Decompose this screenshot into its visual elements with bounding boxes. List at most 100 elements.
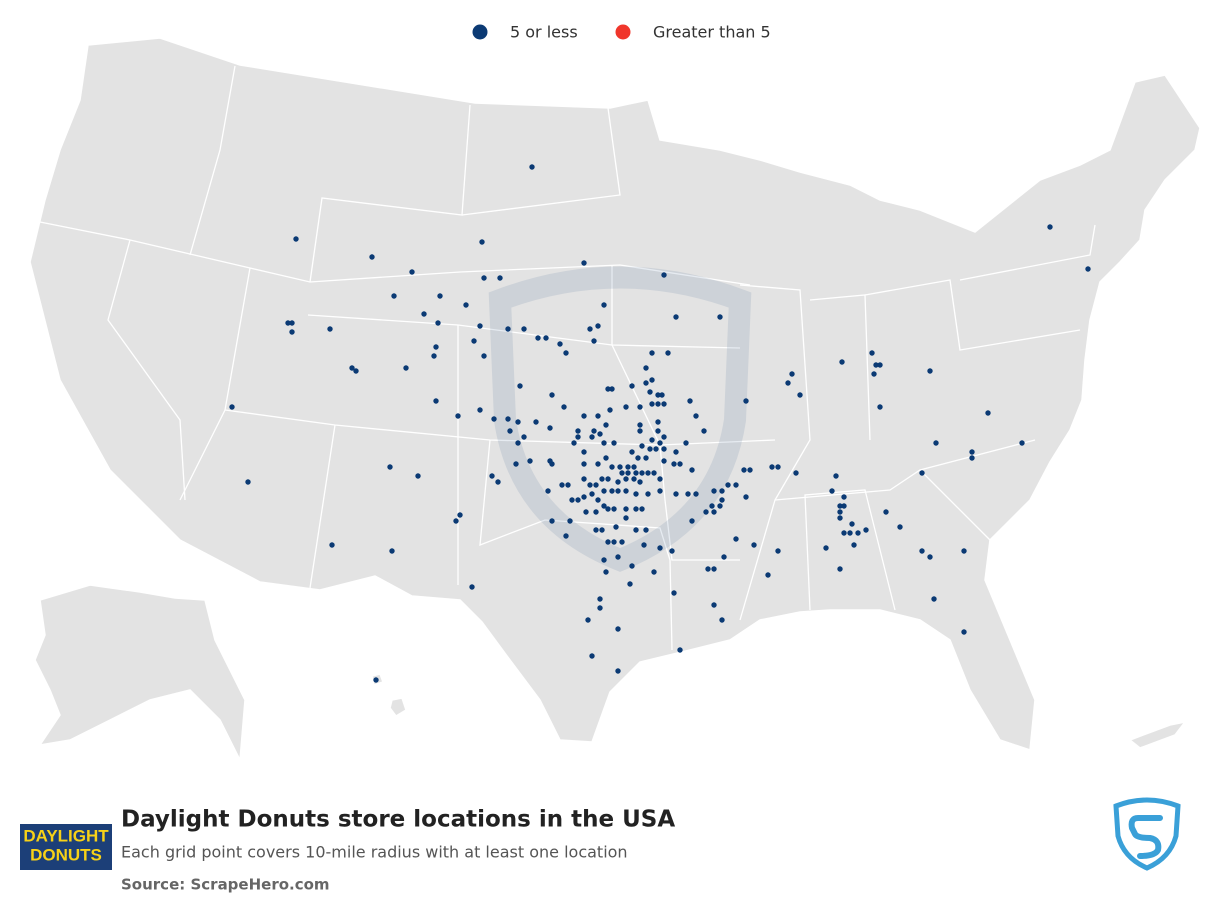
- location-dot: [611, 506, 617, 512]
- location-dot: [627, 581, 633, 587]
- location-dot: [841, 530, 847, 536]
- border: [959, 224, 1096, 281]
- location-dot: [469, 584, 475, 590]
- location-dot: [575, 428, 581, 434]
- location-dot: [927, 554, 933, 560]
- location-dot: [495, 479, 501, 485]
- location-dot: [595, 461, 601, 467]
- location-dot: [497, 275, 503, 281]
- location-dot: [701, 428, 707, 434]
- location-dot: [603, 569, 609, 575]
- contiguous-us: [29, 37, 1201, 752]
- logo-line1: DAYLIGHT: [23, 826, 109, 845]
- location-dot: [327, 326, 333, 332]
- legend-swatch: [472, 24, 488, 40]
- location-dot: [587, 326, 593, 332]
- location-dot: [479, 239, 485, 245]
- location-dot: [837, 503, 843, 509]
- location-dot: [563, 533, 569, 539]
- border: [461, 107, 621, 216]
- border: [611, 265, 661, 446]
- location-dot: [535, 335, 541, 341]
- location-dot: [569, 497, 575, 503]
- location-dot: [639, 443, 645, 449]
- location-dot: [693, 413, 699, 419]
- location-dot: [615, 479, 621, 485]
- location-dot: [669, 548, 675, 554]
- location-dot: [521, 326, 527, 332]
- location-dot: [655, 428, 661, 434]
- location-dot: [775, 548, 781, 554]
- location-dot: [693, 491, 699, 497]
- location-dot: [743, 398, 749, 404]
- location-dot: [711, 566, 717, 572]
- location-dot: [599, 527, 605, 533]
- location-dot: [743, 494, 749, 500]
- location-dot: [1047, 224, 1053, 230]
- location-dot: [563, 350, 569, 356]
- location-dot: [633, 491, 639, 497]
- location-dot: [581, 476, 587, 482]
- location-dot: [721, 554, 727, 560]
- location-dot: [651, 470, 657, 476]
- location-dot: [567, 518, 573, 524]
- location-dot: [661, 434, 667, 440]
- location-dot: [589, 653, 595, 659]
- location-dot: [837, 515, 843, 521]
- location-dot: [545, 488, 551, 494]
- location-dot: [623, 404, 629, 410]
- location-dot: [605, 539, 611, 545]
- location-dot: [557, 341, 563, 347]
- location-dot: [587, 482, 593, 488]
- location-dot: [673, 449, 679, 455]
- location-dot: [617, 464, 623, 470]
- location-dot: [689, 467, 695, 473]
- cuba-keys: [1128, 720, 1187, 749]
- location-dot: [673, 314, 679, 320]
- location-dot: [635, 455, 641, 461]
- location-dot: [643, 380, 649, 386]
- location-dot: [597, 596, 603, 602]
- location-dot: [657, 440, 663, 446]
- location-dot: [839, 359, 845, 365]
- location-dot: [653, 446, 659, 452]
- location-dot: [601, 557, 607, 563]
- location-dot: [793, 470, 799, 476]
- location-dot: [637, 428, 643, 434]
- location-dot: [609, 464, 615, 470]
- location-dot: [433, 398, 439, 404]
- location-dot: [289, 329, 295, 335]
- location-dot: [785, 380, 791, 386]
- location-dot: [457, 512, 463, 518]
- location-dot: [597, 431, 603, 437]
- location-dot: [655, 419, 661, 425]
- location-dot: [841, 503, 847, 509]
- location-dot: [719, 497, 725, 503]
- location-dot: [877, 404, 883, 410]
- location-dot: [481, 353, 487, 359]
- location-dot: [1085, 266, 1091, 272]
- location-dot: [595, 323, 601, 329]
- border: [739, 284, 811, 621]
- location-dot: [897, 524, 903, 530]
- location-dot: [559, 482, 565, 488]
- scrapehero-logo: [1113, 797, 1181, 871]
- location-dot: [649, 377, 655, 383]
- location-dot: [849, 521, 855, 527]
- location-dot: [549, 518, 555, 524]
- location-dot: [647, 389, 653, 395]
- location-dot: [647, 446, 653, 452]
- border: [307, 314, 741, 349]
- location-dot: [661, 458, 667, 464]
- location-dot: [581, 494, 587, 500]
- location-dot: [883, 509, 889, 515]
- legend-swatch: [615, 24, 631, 40]
- location-dot: [661, 446, 667, 452]
- location-dot: [703, 509, 709, 515]
- location-dot: [605, 506, 611, 512]
- location-dot: [593, 509, 599, 515]
- location-dot: [661, 401, 667, 407]
- location-dot: [645, 491, 651, 497]
